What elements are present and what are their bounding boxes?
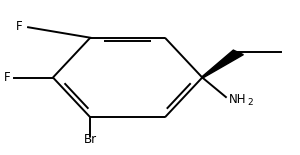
Polygon shape bbox=[202, 50, 243, 78]
Text: F: F bbox=[4, 71, 10, 84]
Text: F: F bbox=[16, 20, 23, 33]
Text: Br: Br bbox=[84, 133, 97, 146]
Text: NH: NH bbox=[228, 93, 246, 106]
Text: 2: 2 bbox=[247, 98, 253, 107]
